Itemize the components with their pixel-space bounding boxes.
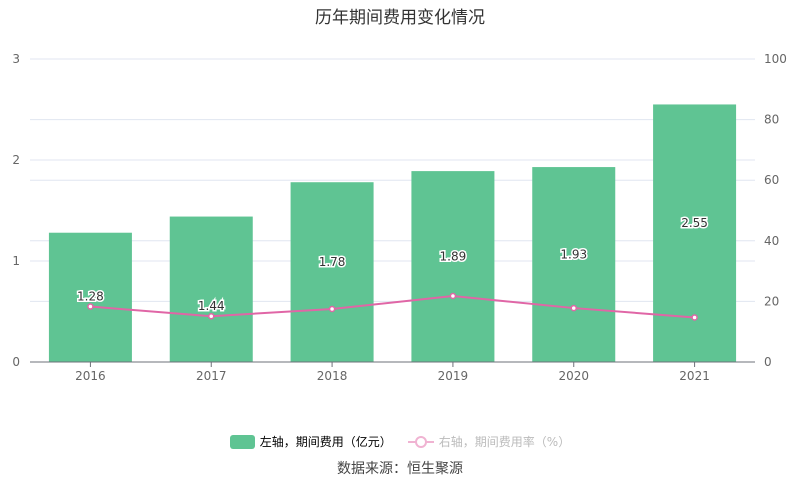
left-tick-label: 2: [12, 153, 20, 167]
line-point: [208, 312, 215, 320]
line-point: [449, 292, 457, 300]
data-source: 数据来源：恒生聚源: [337, 461, 463, 477]
right-tick-label: 20: [764, 294, 779, 308]
bar: [653, 104, 737, 362]
line-point: [328, 305, 336, 313]
bar: [411, 171, 495, 362]
bar-data-label: 1.44: [198, 299, 225, 313]
legend-label-line: 右轴，期间费用率（%）: [438, 435, 571, 449]
chart-plot: 0 1 2 3 0 20 40 60 80 100 2016 2017 2018 2019 2020 2021…: [12, 52, 787, 383]
bar: [48, 232, 132, 362]
bar: [169, 216, 253, 362]
x-tick-label: 2018: [317, 369, 348, 383]
legend-swatch-bar: [229, 434, 255, 449]
x-tick-label: 2017: [196, 369, 227, 383]
left-tick-label: 3: [12, 52, 20, 66]
x-tick-label: 2021: [679, 369, 710, 383]
left-tick-label: 0: [12, 355, 20, 369]
line-point: [570, 304, 577, 312]
bar-data-label: 2.55: [681, 216, 708, 230]
line-point: [87, 303, 94, 310]
bar: [532, 167, 616, 362]
right-tick-label: 40: [764, 234, 779, 248]
legend-label-bar: 左轴，期间费用（亿元）: [259, 435, 392, 449]
bar-data-label: 1.78: [319, 255, 346, 269]
chart-title: 历年期间费用变化情况: [315, 8, 485, 28]
legend-item-bar[interactable]: 左轴，期间费用（亿元）: [229, 433, 392, 450]
right-tick-label: 80: [764, 113, 779, 127]
line-series: [90, 294, 695, 319]
right-tick-label: 100: [764, 52, 787, 66]
x-tick-label: 2020: [558, 369, 589, 383]
x-tick-label: 2019: [438, 369, 469, 383]
bar-data-label: 1.28: [77, 290, 104, 304]
right-tick-label: 60: [764, 173, 779, 187]
left-tick-label: 1: [12, 254, 20, 268]
legend: 左轴，期间费用（亿元） 右轴，期间费用率（%）: [0, 433, 800, 450]
bar-data-label: 1.89: [440, 250, 467, 264]
legend-line-icon: [407, 435, 434, 448]
bar-data-label: 1.93: [560, 248, 587, 262]
x-tick-label: 2016: [75, 369, 106, 383]
line-point: [691, 314, 698, 321]
bar: [290, 182, 374, 362]
legend-item-line[interactable]: 右轴，期间费用率（%）: [407, 433, 571, 450]
right-tick-label: 0: [764, 355, 772, 369]
